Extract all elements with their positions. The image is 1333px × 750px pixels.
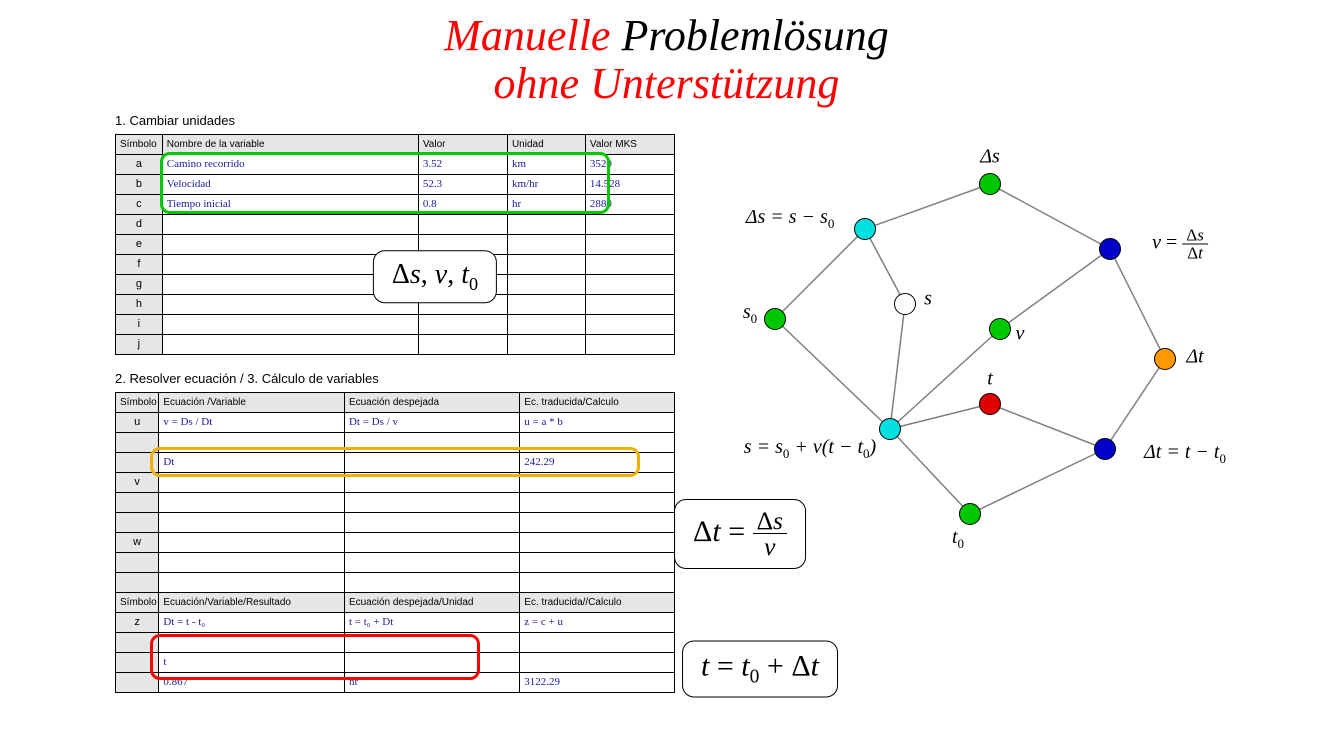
graph-node-label: s = s0 + v(t − t0) xyxy=(744,436,876,462)
graph-node-label: Δt = t − t0 xyxy=(1144,441,1226,467)
graph-node-label: v xyxy=(1016,322,1025,345)
th-name: Nombre de la variable xyxy=(162,134,418,154)
table-row xyxy=(116,432,675,452)
graph-node xyxy=(854,218,876,240)
table-equations: Símbolo Ecuación /Variable Ecuación desp… xyxy=(115,392,675,693)
graph-node-label: s xyxy=(924,287,932,310)
title-word-1: Manuelle xyxy=(444,11,610,60)
content-area: 1. Cambiar unidades Símbolo Nombre de la… xyxy=(0,109,1333,729)
graph-node xyxy=(1154,348,1176,370)
th-val: Valor xyxy=(418,134,507,154)
graph-node-label: t0 xyxy=(952,526,964,552)
table-row: v xyxy=(116,472,675,492)
th-mks: Valor MKS xyxy=(585,134,674,154)
section2-label: 2. Resolver ecuación / 3. Cálculo de var… xyxy=(115,371,675,386)
graph-node-label: s0 xyxy=(743,301,757,327)
table-row: 0.867hr3122.29 xyxy=(116,672,675,692)
graph-node xyxy=(1094,438,1116,460)
graph-node-label: Δs = s − s0 xyxy=(746,206,835,232)
table-row: j xyxy=(116,334,675,354)
graph-node xyxy=(879,418,901,440)
page-title: Manuelle Problemlösung ohne Unterstützun… xyxy=(0,0,1333,109)
table2b-header-row: Símbolo Ecuación/Variable/Resultado Ecua… xyxy=(116,592,675,612)
th-sym: Símbolo xyxy=(116,134,163,154)
callout-variables: Δs, v, t0 xyxy=(373,250,497,304)
table-row: cTiempo inicial0.8hr2880 xyxy=(116,194,675,214)
concept-graph: Δs Δs = s − s0 v = ΔsΔt s s0 v Δt t s = s0 + v(t… xyxy=(680,129,1280,569)
table-row: aCamino recorrido3.52km3520 xyxy=(116,154,675,174)
table-row: bVelocidad52.3km/hr14.528 xyxy=(116,174,675,194)
callout-t-eq: t = t0 + Δt xyxy=(682,640,838,697)
table-row xyxy=(116,632,675,652)
graph-node xyxy=(989,318,1011,340)
th2-c1: Ecuación /Variable xyxy=(159,392,345,412)
graph-node-label: v = ΔsΔt xyxy=(1152,226,1208,261)
table1-wrap: Símbolo Nombre de la variable Valor Unid… xyxy=(115,134,675,355)
section1-label: 1. Cambiar unidades xyxy=(115,113,675,128)
graph-node-label: t xyxy=(987,367,993,390)
graph-node xyxy=(894,293,916,315)
graph-node xyxy=(764,308,786,330)
th2-c3: Ec. traducida/Calculo xyxy=(520,392,675,412)
th2-c2: Ecuación despejada xyxy=(344,392,519,412)
table2-wrap: Símbolo Ecuación /Variable Ecuación desp… xyxy=(115,392,675,693)
th2b-c1: Ecuación/Variable/Resultado xyxy=(159,592,345,612)
graph-node-label: Δt xyxy=(1186,345,1203,368)
graph-node xyxy=(979,173,1001,195)
graph-node xyxy=(959,503,981,525)
table-row xyxy=(116,492,675,512)
th2b-sym: Símbolo xyxy=(116,592,159,612)
th2b-c3: Ec. traducida//Calculo xyxy=(520,592,675,612)
th2-sym: Símbolo xyxy=(116,392,159,412)
table-units: Símbolo Nombre de la variable Valor Unid… xyxy=(115,134,675,355)
table-row xyxy=(116,552,675,572)
table-row: uv = Ds / DtDt = Ds / vu = a * b xyxy=(116,412,675,432)
title-line-2: ohne Unterstützung xyxy=(494,59,840,108)
table-row: Dt242.29 xyxy=(116,452,675,472)
th-unit: Unidad xyxy=(507,134,585,154)
table-row xyxy=(116,572,675,592)
table-row: w xyxy=(116,532,675,552)
table1-header-row: Símbolo Nombre de la variable Valor Unid… xyxy=(116,134,675,154)
th2b-c2: Ecuación despejada/Unidad xyxy=(344,592,519,612)
table-row: zDt = t - t₀t = t₀ + Dtz = c + u xyxy=(116,612,675,632)
graph-node xyxy=(979,393,1001,415)
title-word-2: Problemlösung xyxy=(610,11,888,60)
graph-node xyxy=(1099,238,1121,260)
graph-node-label: Δs xyxy=(980,145,1000,168)
table2a-header-row: Símbolo Ecuación /Variable Ecuación desp… xyxy=(116,392,675,412)
table-row: t xyxy=(116,652,675,672)
table-row xyxy=(116,512,675,532)
table-row: i xyxy=(116,314,675,334)
left-column: 1. Cambiar unidades Símbolo Nombre de la… xyxy=(115,109,675,693)
table-row: d xyxy=(116,214,675,234)
